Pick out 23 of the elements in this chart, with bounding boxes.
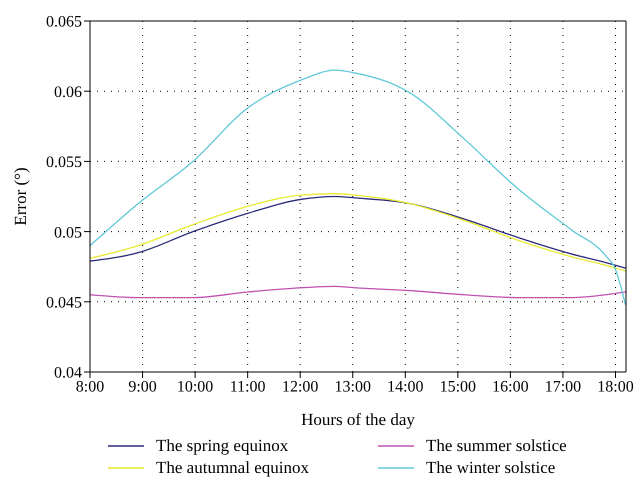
legend-label: The summer solstice xyxy=(426,436,567,456)
x-tick-label: 13:00 xyxy=(334,378,371,396)
x-tick-label: 15:00 xyxy=(440,378,476,396)
x-tick-label: 10:00 xyxy=(176,378,214,396)
x-axis-title: Hours of the day xyxy=(301,410,416,429)
x-tick-label: 12:00 xyxy=(282,378,318,396)
x-tick-label: 9:00 xyxy=(128,378,157,396)
x-tick-label: 16:00 xyxy=(492,378,529,396)
y-tick-label: 0.055 xyxy=(46,154,82,172)
y-tick-label: 0.05 xyxy=(54,224,82,242)
line-series xyxy=(90,69,626,306)
y-tick-label: 0.065 xyxy=(46,14,82,31)
y-tick-label: 0.06 xyxy=(54,84,82,101)
x-tick-label: 14:00 xyxy=(387,378,424,396)
legend-label: The spring equinox xyxy=(156,436,288,456)
x-tick-label: 17:00 xyxy=(544,378,582,396)
legend-label: The autumnal equinox xyxy=(156,458,309,478)
x-tick-label: 11:00 xyxy=(230,378,266,396)
y-tick-label: 0.045 xyxy=(46,294,82,312)
y-axis-title: Error (°) xyxy=(11,167,30,226)
line-series xyxy=(90,286,626,298)
legend-label: The winter solstice xyxy=(426,458,556,478)
x-tick-label: 18:00 xyxy=(597,378,634,396)
